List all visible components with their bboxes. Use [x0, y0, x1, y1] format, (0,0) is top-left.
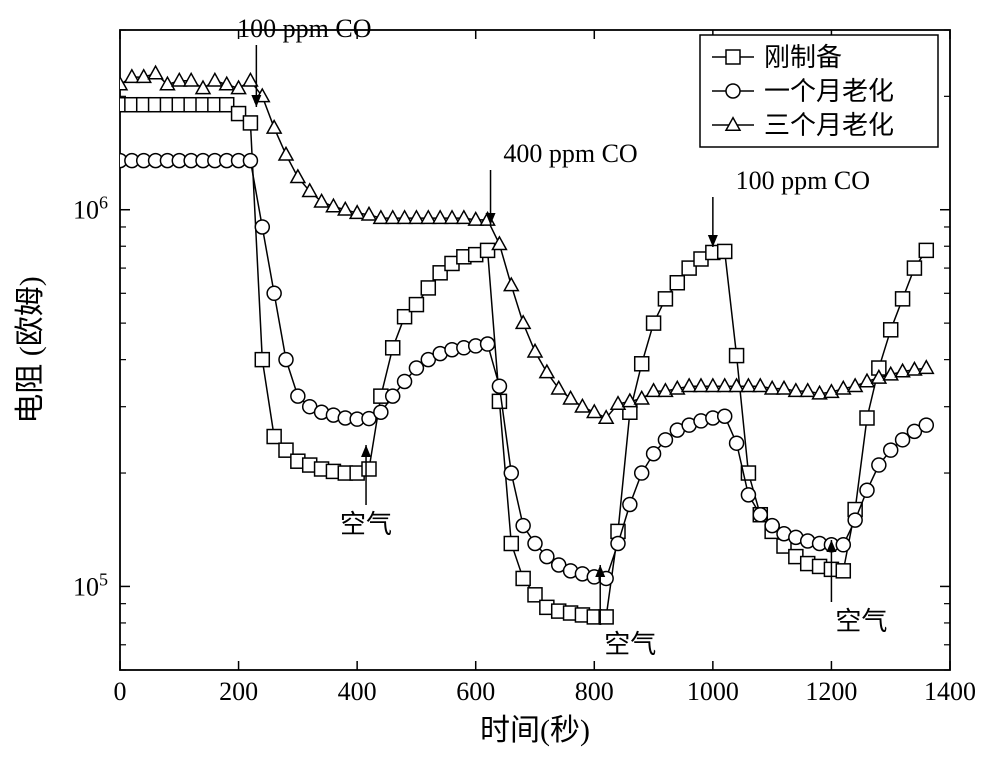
- x-tick-label: 400: [338, 677, 377, 706]
- annotation-label: 100 ppm CO: [736, 166, 870, 195]
- annotation-label: 空气: [835, 607, 887, 636]
- legend-item-label: 一个月老化: [764, 77, 894, 106]
- annotation-label: 空气: [340, 510, 392, 539]
- annotation-label: 400 ppm CO: [503, 139, 637, 168]
- x-tick-label: 800: [575, 677, 614, 706]
- legend-item-label: 刚制备: [764, 43, 842, 72]
- x-tick-label: 200: [219, 677, 258, 706]
- x-tick-label: 1000: [687, 677, 739, 706]
- annotation-label: 100 ppm CO: [237, 14, 371, 43]
- chart-svg: 0200400600800100012001400时间(秒)105106电阻 (…: [0, 0, 1000, 765]
- annotation-label: 空气: [604, 630, 656, 659]
- x-tick-label: 600: [456, 677, 495, 706]
- y-axis-label: 电阻 (欧姆): [14, 276, 47, 423]
- chart-container: 0200400600800100012001400时间(秒)105106电阻 (…: [0, 0, 1000, 765]
- x-axis-label: 时间(秒): [480, 714, 590, 747]
- x-tick-label: 1200: [805, 677, 857, 706]
- x-tick-label: 1400: [924, 677, 976, 706]
- x-tick-label: 0: [114, 677, 127, 706]
- legend-item-label: 三个月老化: [764, 111, 894, 140]
